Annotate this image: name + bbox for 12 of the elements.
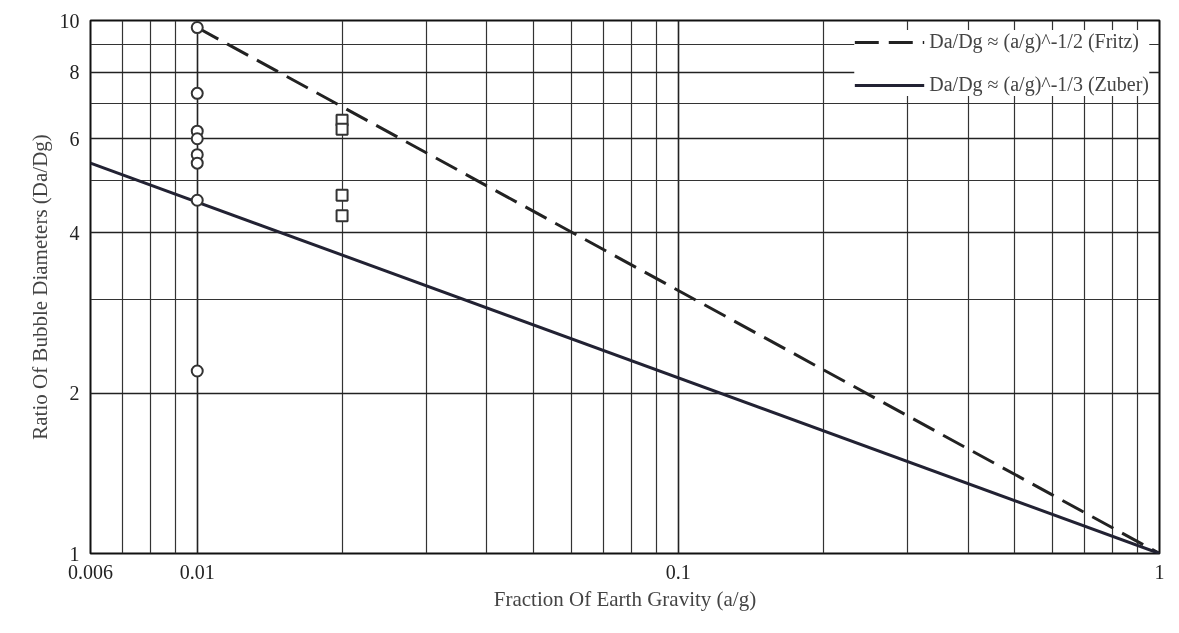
x-tick-label: 0.01 xyxy=(179,560,215,583)
y-axis-title: Ratio Of Bubble Diameters (Da/Dg) xyxy=(27,134,52,440)
legend-label: Da/Dg ≈ (a/g)^-1/3 (Zuber) xyxy=(929,73,1149,96)
y-tick-label: 6 xyxy=(69,127,80,150)
y-tick-label: 10 xyxy=(59,9,80,32)
x-axis-title: Fraction Of Earth Gravity (a/g) xyxy=(493,586,757,611)
legend-label: Da/Dg ≈ (a/g)^-1/2 (Fritz) xyxy=(929,30,1140,53)
y-tick-label: 2 xyxy=(69,382,80,405)
y-tick-label: 8 xyxy=(69,61,80,84)
x-tick-label: 0.1 xyxy=(665,560,691,583)
x-tick-label: 1 xyxy=(1154,560,1165,583)
y-tick-label: 4 xyxy=(69,221,80,244)
